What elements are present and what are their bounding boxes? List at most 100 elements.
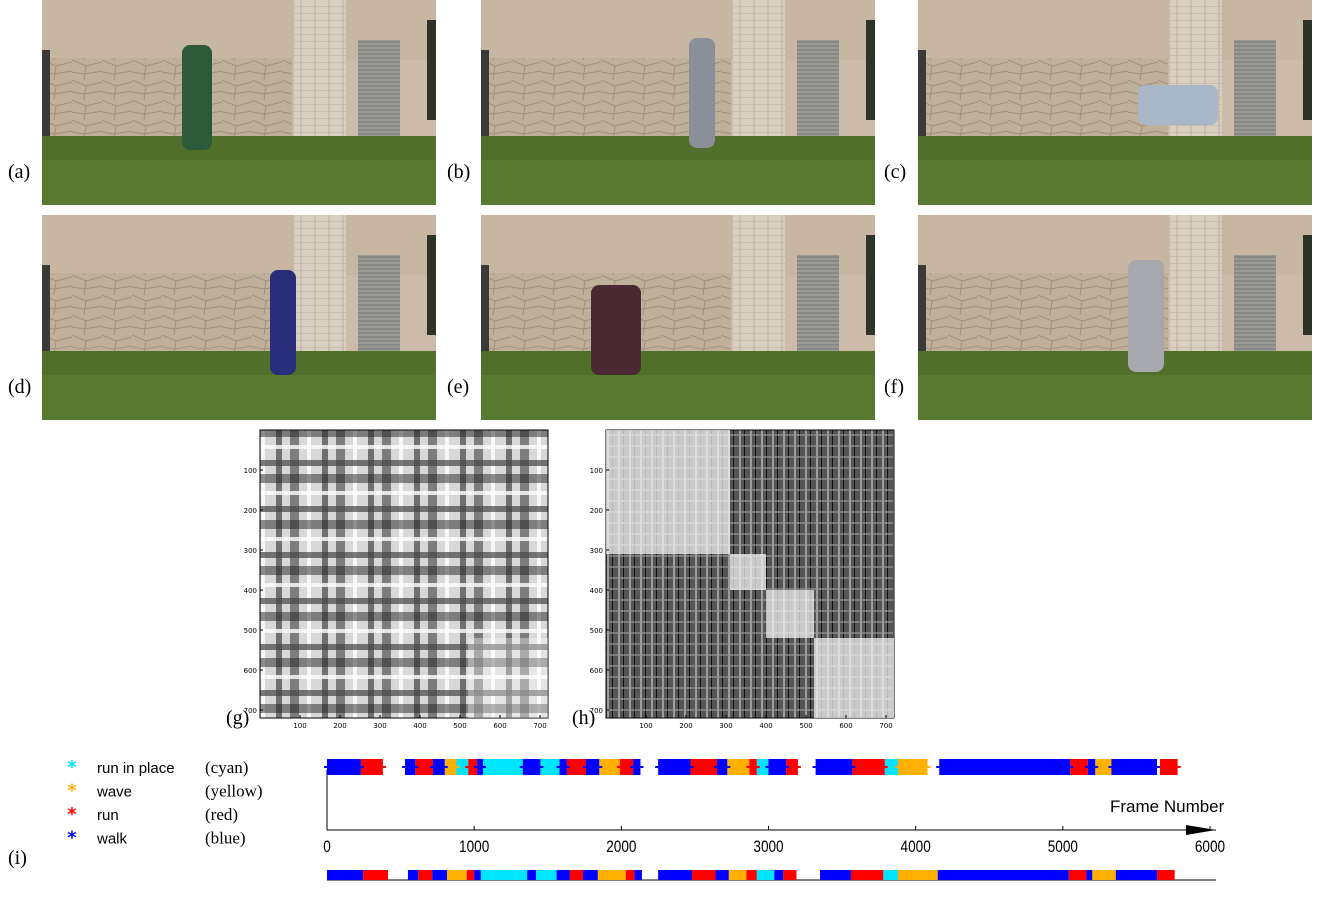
x-tick-label: 700 [533,722,546,730]
person [1128,260,1164,372]
legend-label: wave [96,784,132,801]
truth-segment [1157,870,1175,880]
person [1138,85,1218,125]
truth-segment [626,870,635,880]
truth-segment [757,870,775,880]
arrow [1186,825,1216,835]
x-tick-label: 400 [759,722,772,730]
x-tick-label: 500 [799,722,812,730]
x-tick-label: 600 [839,722,852,730]
truth-segment [1092,870,1116,880]
block [730,554,766,590]
panel-label: (e) [447,376,469,398]
x-tick-label: 200 [333,722,346,730]
y-tick-label: 500 [244,627,257,635]
truth-segment [557,870,570,880]
x-tick-label: 0 [323,838,331,857]
x-tick-label: 2000 [606,838,636,857]
x-tick-label: 6000 [1195,838,1225,857]
truth-segment [570,870,583,880]
panel-label: (d) [8,376,31,398]
legend-marker: * [67,804,77,825]
person [270,270,296,375]
y-tick-label: 100 [244,467,257,475]
matrices: 100 100 200 200 300 300 400 400 500 500 600 600 700 7… [226,430,894,730]
figure: (a)(b)(c)(d)(e)(f) 100100200200300300400… [0,0,1320,898]
truth-segment [432,870,447,880]
legend-color: (blue) [205,829,246,848]
y-tick-label: 500 [590,627,603,635]
truth-segment [1069,870,1087,880]
truth-segment [363,870,388,880]
block [814,638,894,718]
x-tick-label: 300 [373,722,386,730]
truth-segment [820,870,851,880]
person [591,285,641,375]
block [766,590,814,638]
x-tick-label: 200 [679,722,692,730]
block [468,638,548,718]
truth-segment [938,870,1069,880]
truth-segment [598,870,626,880]
photo [481,0,875,205]
truth-segment [635,870,642,880]
truth-segment [536,870,557,880]
photo [42,215,436,420]
panel-label: (i) [8,847,27,869]
panel-label: (h) [572,707,595,729]
truth-segment [746,870,756,880]
photo-grid: (a)(b)(c)(d)(e)(f) [8,0,1312,420]
y-tick-label: 300 [590,547,603,555]
truth-segment [851,870,883,880]
x-tick-label: 1000 [459,838,489,857]
y-tick-label: 300 [244,547,257,555]
truth-segment [527,870,536,880]
y-tick-label: 400 [244,587,257,595]
truth-segment [583,870,598,880]
truth-segment [658,870,692,880]
truth-segment [716,870,729,880]
panel-label: (g) [226,707,249,729]
y-tick-label: 200 [590,507,603,515]
x-tick-label: 100 [293,722,306,730]
x-tick-label: 700 [879,722,892,730]
truth-segment [883,870,898,880]
x-tick-label: 4000 [901,838,931,857]
legend-marker: * [67,757,77,778]
y-tick-label: 200 [244,507,257,515]
panel-label: (a) [8,161,30,183]
x-axis-label: Frame Number [1110,797,1225,816]
truth-segment [447,870,467,880]
truth-segment [327,870,363,880]
person [689,38,715,148]
block [606,430,730,554]
truth-segment [692,870,716,880]
panel-label: (b) [447,161,470,183]
legend-marker: * [67,781,77,802]
y-tick-label: 400 [590,587,603,595]
photo [42,0,436,205]
x-tick-label: 100 [639,722,652,730]
legend-color: (red) [205,805,238,824]
photo [918,215,1312,420]
truth-segment [467,870,474,880]
truth-segment [774,870,783,880]
legend-marker: * [67,828,77,849]
photo [918,0,1312,205]
legend-color: (yellow) [205,782,263,801]
panel-label: (f) [884,376,904,398]
truth-segment [1086,870,1092,880]
legend-label: run [97,807,119,824]
truth-segment [408,870,418,880]
x-tick-label: 600 [493,722,506,730]
truth-segment [418,870,432,880]
x-tick-label: 3000 [753,838,783,857]
y-tick-label: 600 [590,667,603,675]
truth-segment [729,870,747,880]
legend-label: walk [96,831,128,848]
photo [481,215,875,420]
y-tick-label: 600 [244,667,257,675]
truth-segment [898,870,938,880]
truth-segment [481,870,527,880]
